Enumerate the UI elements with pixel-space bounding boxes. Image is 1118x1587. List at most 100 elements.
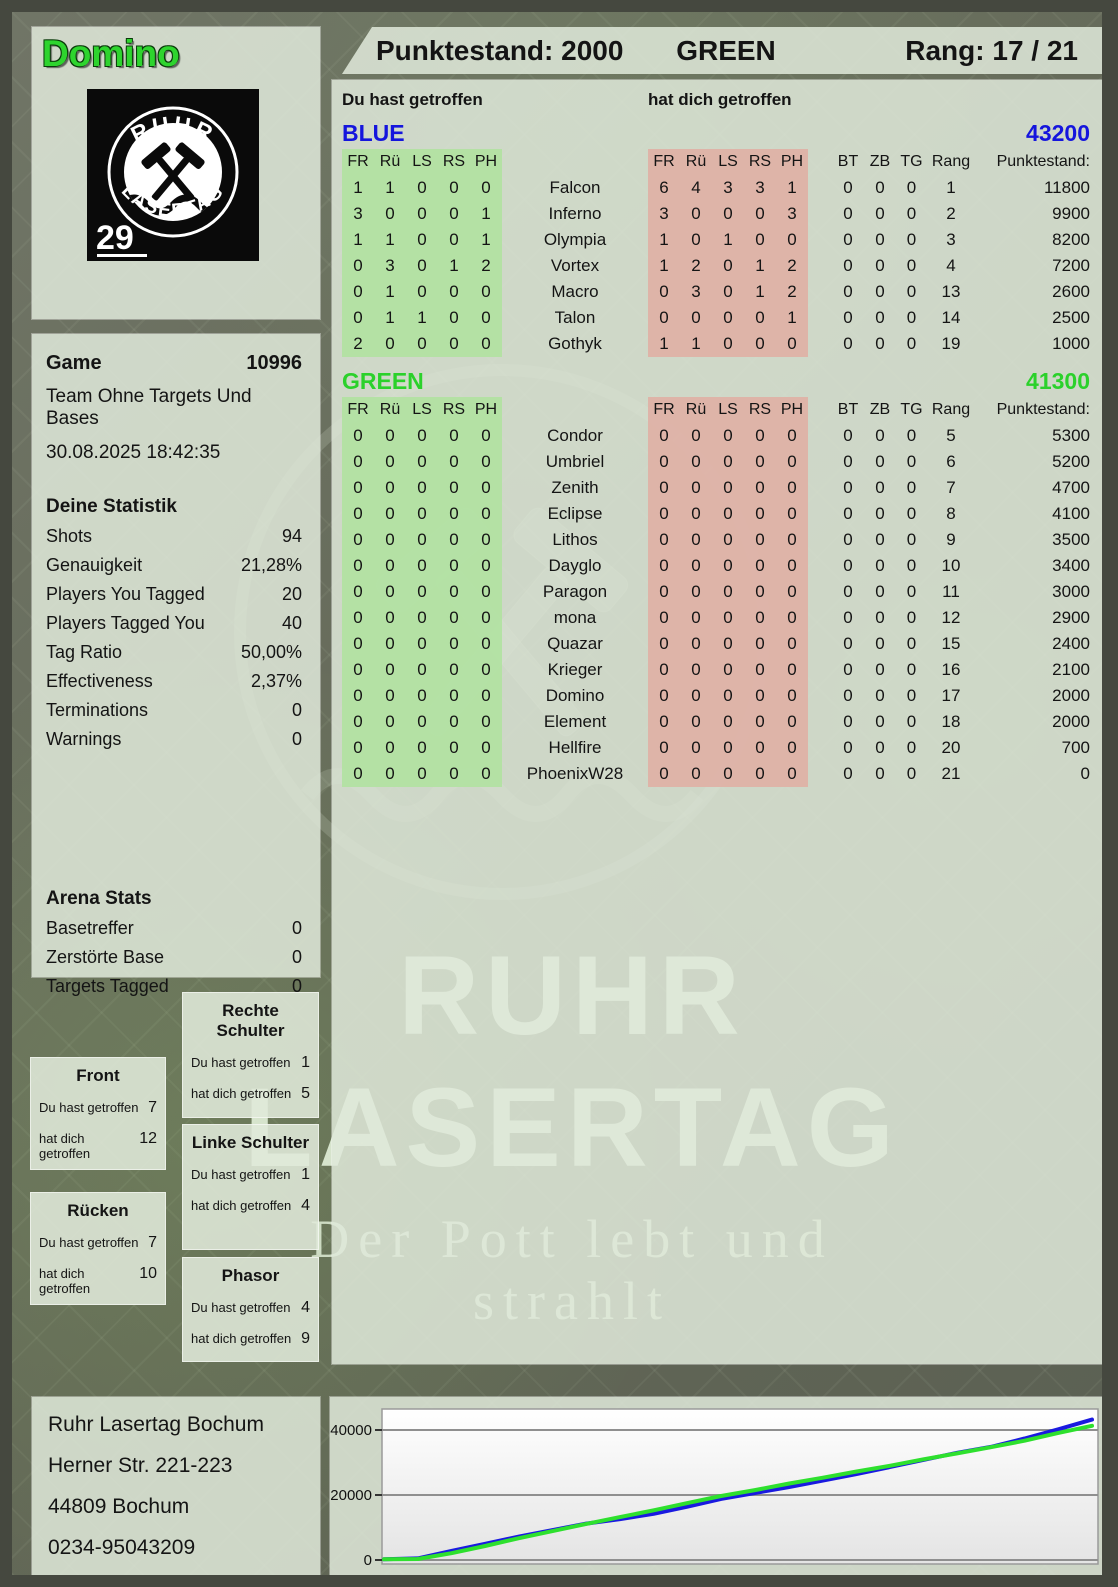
you-hit-value: 1 [301, 1054, 310, 1071]
stat-label: Targets Tagged [46, 976, 169, 996]
header-rank: Rang: 17 / 21 [905, 34, 1078, 66]
rang-cell: 16 [941, 660, 961, 679]
stat-row: Players You Tagged 20 [46, 580, 302, 609]
tg-cell: 0 [906, 230, 917, 249]
hit-you-cell: 0 [648, 683, 680, 709]
hit-you-cell: 0 [680, 761, 712, 787]
hit-you-cell: 0 [712, 553, 744, 579]
rang-cell: 18 [941, 712, 961, 731]
score-cell: 4700 [1052, 478, 1090, 497]
you-hit-cell: 1 [438, 253, 470, 279]
table-row: 0 0 0 0 0 PhoenixW28 0 0 0 0 0 0 0 0 21 0 [332, 761, 1102, 787]
you-hit-cell: 0 [438, 175, 470, 201]
body-part-title: Rechte Schulter [216, 1001, 285, 1040]
score-cell: 2400 [1052, 634, 1090, 653]
col-header: Rü [374, 149, 406, 175]
you-hit-cell: 0 [438, 579, 470, 605]
hit-you-value: 5 [301, 1085, 310, 1102]
stat-value: 40 [281, 613, 302, 633]
you-hit-value: 4 [301, 1299, 310, 1316]
hit-you-cell: 0 [744, 605, 776, 631]
player-name-cell: Umbriel [545, 452, 605, 471]
you-hit-cell: 0 [374, 579, 406, 605]
you-hit-cell: 0 [342, 305, 374, 331]
col-header: RS [744, 149, 776, 175]
score-cell: 2100 [1052, 660, 1090, 679]
you-hit-cell: 0 [470, 605, 502, 631]
player-name-cell: Inferno [548, 204, 602, 223]
you-hit-cell: 0 [438, 683, 470, 709]
hit-you-cell: 0 [776, 527, 808, 553]
you-hit-cell: 0 [374, 331, 406, 357]
you-hit-cell: 0 [406, 279, 438, 305]
you-hit-label: Du hast getroffen [191, 1300, 291, 1315]
you-hit-cell: 0 [374, 553, 406, 579]
tg-cell: 0 [906, 204, 917, 223]
bt-cell: 0 [843, 426, 853, 445]
stat-row: Tag Ratio 50,00% [46, 638, 302, 667]
hit-you-cell: 0 [680, 501, 712, 527]
hit-you-cell: 0 [776, 475, 808, 501]
zb-cell: 0 [875, 426, 885, 445]
rang-cell: 21 [941, 764, 961, 783]
player-name-cell: Gothyk [548, 334, 602, 353]
you-hit-cell: 0 [374, 683, 406, 709]
you-hit-cell: 0 [342, 605, 374, 631]
hit-you-cell: 0 [648, 631, 680, 657]
you-hit-cell: 0 [406, 449, 438, 475]
hit-you-cell: 0 [680, 605, 712, 631]
you-hit-cell: 1 [342, 175, 374, 201]
hit-you-cell: 0 [712, 475, 744, 501]
address-line: Ruhr Lasertag Bochum [48, 1413, 264, 1436]
col-header: FR [648, 149, 680, 175]
stat-value: 21,28% [240, 555, 302, 575]
hit-you-cell: 0 [744, 527, 776, 553]
score-cell: 3500 [1052, 530, 1090, 549]
stat-value: 0 [291, 729, 302, 749]
game-row: Game 10996 [46, 348, 302, 378]
you-hit-value: 1 [301, 1166, 310, 1183]
hit-you-cell: 0 [744, 501, 776, 527]
bt-cell: 0 [843, 204, 853, 223]
hit-you-cell: 4 [680, 175, 712, 201]
rang-cell: 10 [941, 556, 961, 575]
address-line: Herner Str. 221-223 [48, 1454, 233, 1477]
stat-value: 2,37% [250, 671, 302, 691]
player-name-cell: Element [543, 712, 607, 731]
player-name-cell: Falcon [549, 178, 601, 197]
zb-cell: 0 [875, 478, 885, 497]
you-hit-cell: 0 [438, 201, 470, 227]
col-header: RS [438, 149, 470, 175]
hit-you-label: hat dich getroffen [191, 1086, 292, 1101]
bt-cell: 0 [843, 634, 853, 653]
club-logo: RUHR LASERTAG 29 [87, 89, 259, 266]
tg-cell: 0 [906, 738, 917, 757]
axis-tick-label: 0 [364, 1552, 372, 1569]
you-hit-cell: 0 [438, 631, 470, 657]
hit-you-cell: 0 [680, 553, 712, 579]
you-hit-cell: 0 [438, 761, 470, 787]
player-name-cell: Quazar [547, 634, 603, 653]
col-header: TG [900, 401, 923, 418]
col-header: Punktestand: [996, 153, 1090, 170]
you-hit-cell: 0 [406, 253, 438, 279]
you-hit-cell: 0 [342, 423, 374, 449]
tg-cell: 0 [906, 712, 917, 731]
stat-row: Warnings 0 [46, 725, 302, 754]
hit-you-cell: 0 [776, 605, 808, 631]
you-hit-cell: 0 [438, 553, 470, 579]
you-hit-cell: 0 [438, 501, 470, 527]
tg-cell: 0 [906, 504, 917, 523]
you-hit-cell: 0 [406, 553, 438, 579]
hit-you-cell: 0 [776, 449, 808, 475]
column-group-labels: Du hast getroffen hat dich getroffen [332, 80, 1102, 118]
stat-label: Tag Ratio [46, 642, 123, 662]
hit-you-cell: 6 [648, 175, 680, 201]
zb-cell: 0 [875, 504, 885, 523]
player-name: Domino [42, 33, 180, 74]
game-label: Game [46, 351, 102, 374]
hit-you-cell: 0 [776, 709, 808, 735]
bt-cell: 0 [843, 660, 853, 679]
hit-you-cell: 0 [712, 253, 744, 279]
hit-you-cell: 0 [744, 631, 776, 657]
